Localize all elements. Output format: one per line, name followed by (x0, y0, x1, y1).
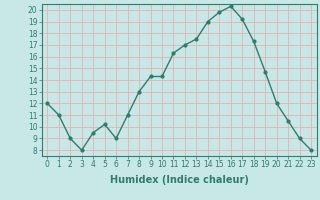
X-axis label: Humidex (Indice chaleur): Humidex (Indice chaleur) (110, 175, 249, 185)
